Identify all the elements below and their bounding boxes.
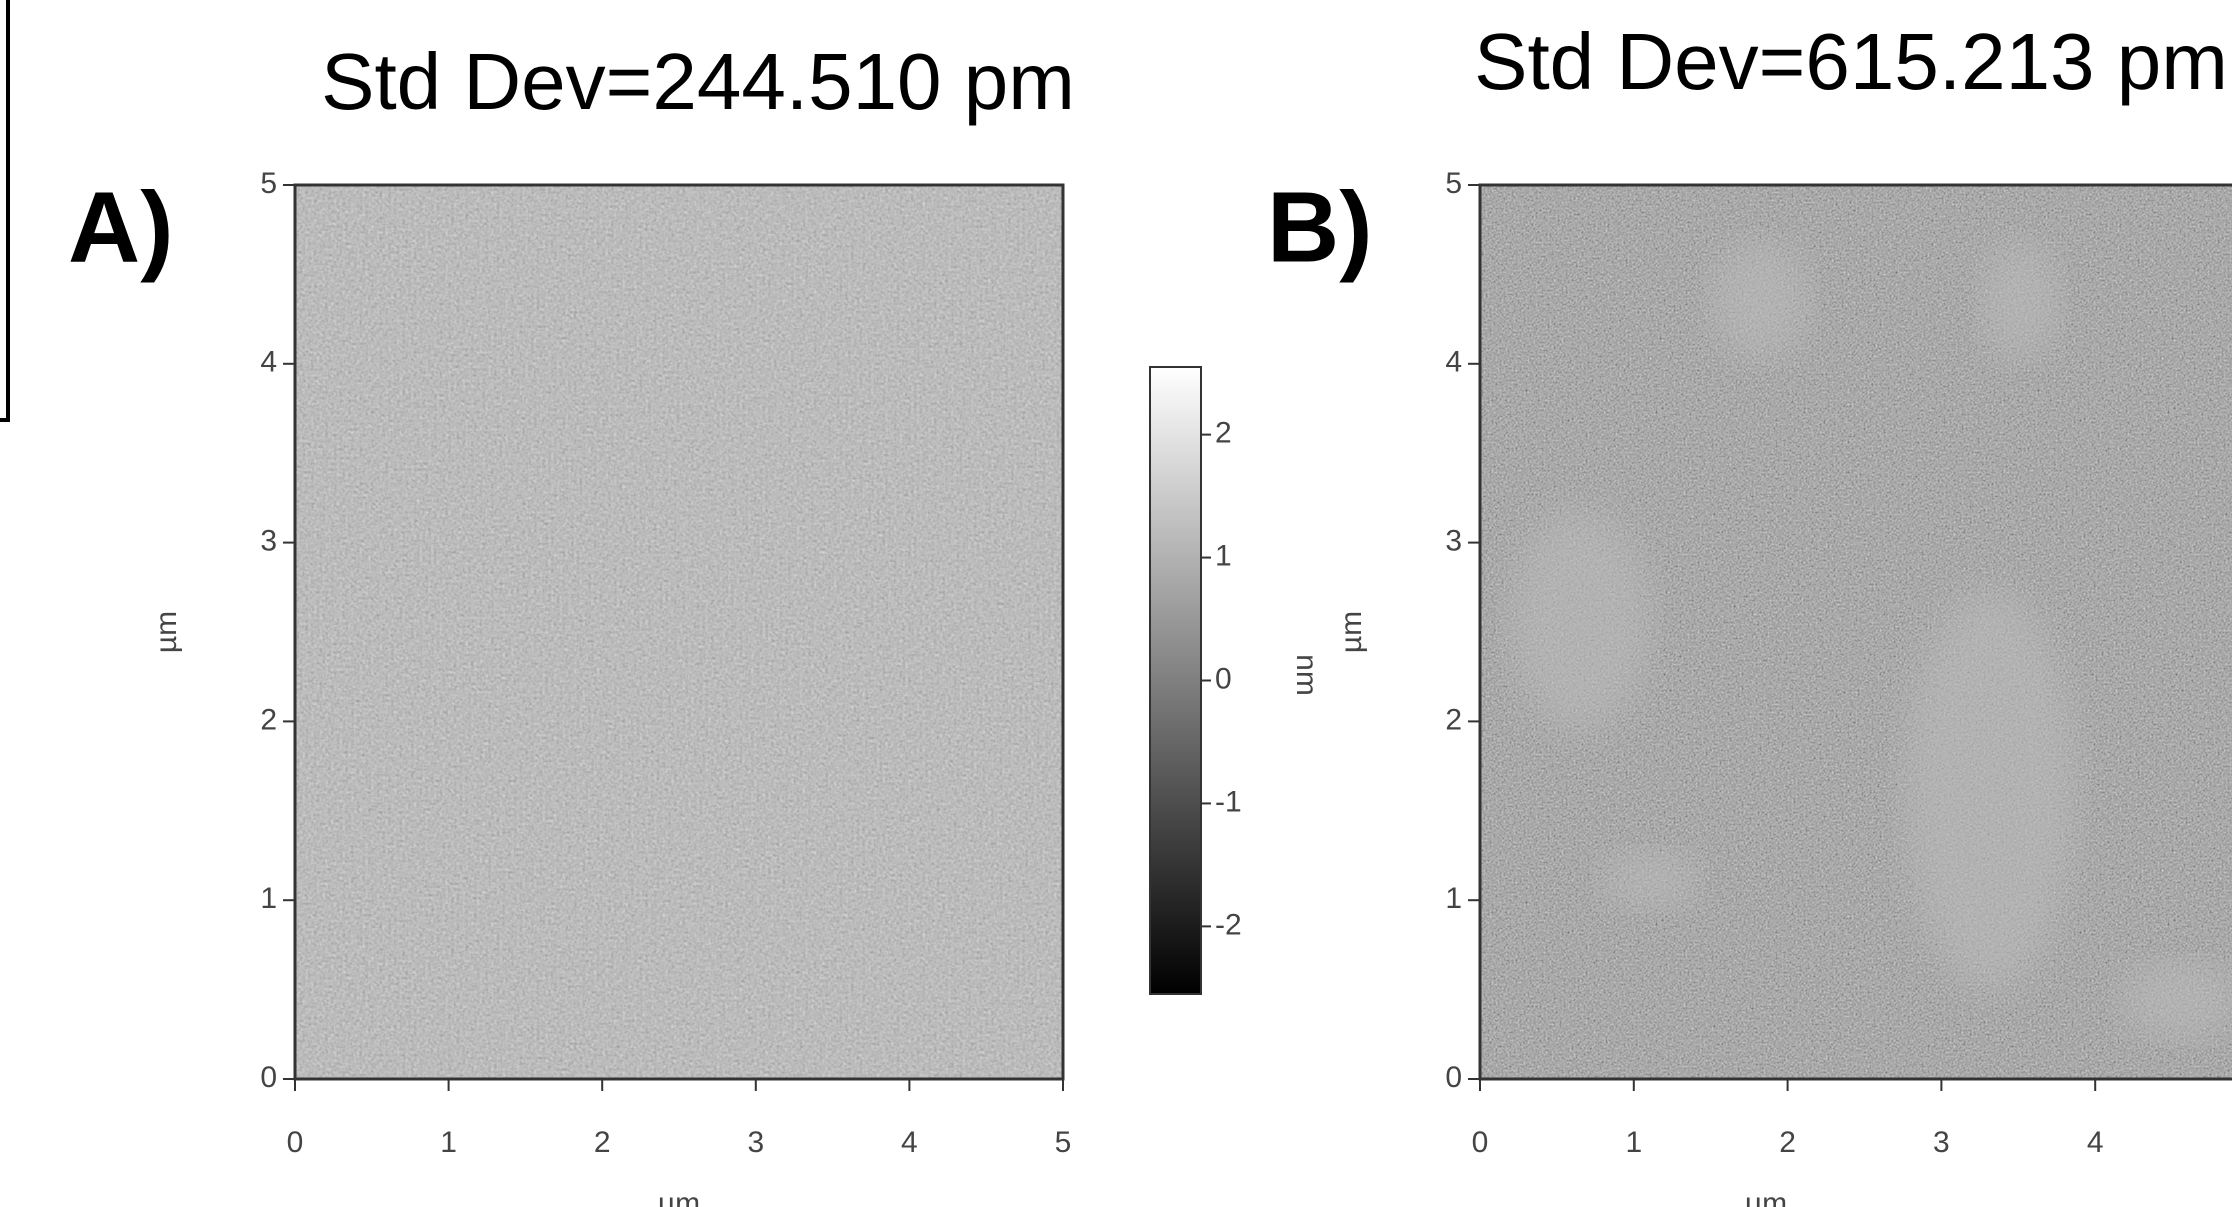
chart-title: Std Dev=244.510 pm <box>321 37 1075 126</box>
x-axis-label: µm <box>1745 1187 1787 1207</box>
y-tick-label: 5 <box>1445 167 1462 200</box>
x-tick-label: 5 <box>1055 1126 1072 1159</box>
bright-region <box>1905 590 2075 990</box>
x-tick-label: 3 <box>1933 1126 1950 1159</box>
colorbar-tick-label: -1 <box>1215 785 1242 818</box>
x-tick-label: 3 <box>747 1126 764 1159</box>
y-tick-label: 5 <box>260 167 277 200</box>
bright-region <box>1980 240 2060 360</box>
y-tick-label: 0 <box>260 1061 277 1094</box>
colorbar-tick-label: 0 <box>1215 662 1232 695</box>
x-tick-label: 4 <box>901 1126 918 1159</box>
x-tick-label: 0 <box>287 1126 304 1159</box>
y-axis-label: µm <box>150 611 183 653</box>
y-tick-label: 1 <box>1445 882 1462 915</box>
y-tick-label: 0 <box>1445 1061 1462 1094</box>
bright-region <box>1600 850 1700 910</box>
colorbar-tick-label: 1 <box>1215 539 1232 572</box>
x-tick-label: 0 <box>1472 1126 1489 1159</box>
colorbar <box>1149 366 1202 995</box>
y-tick-label: 2 <box>1445 703 1462 736</box>
bright-region <box>1510 510 1650 730</box>
panel-label: A) <box>68 171 174 283</box>
colorbar-tick-label: -2 <box>1215 908 1242 941</box>
chart-title: Std Dev=615.213 pm <box>1474 17 2228 106</box>
x-tick-label: 4 <box>2087 1126 2104 1159</box>
x-axis-label: µm <box>658 1187 700 1207</box>
x-tick-label: 2 <box>594 1126 611 1159</box>
x-tick-label: 2 <box>1779 1126 1796 1159</box>
y-tick-label: 4 <box>1445 346 1462 379</box>
y-tick-label: 2 <box>260 703 277 736</box>
colorbar-label: nm <box>1290 654 1323 696</box>
afm-image <box>295 185 1063 1079</box>
x-tick-label: 1 <box>440 1126 457 1159</box>
y-tick-label: 1 <box>260 882 277 915</box>
panel-label: B) <box>1267 171 1373 283</box>
y-tick-label: 3 <box>260 525 277 558</box>
bright-region <box>2120 960 2232 1040</box>
bright-region <box>1710 240 1810 360</box>
y-axis-label: µm <box>1335 611 1368 653</box>
y-tick-label: 3 <box>1445 525 1462 558</box>
y-tick-label: 4 <box>260 346 277 379</box>
plot-frame <box>1478 183 2232 1081</box>
plot-frame <box>293 183 1065 1081</box>
colorbar-tick-label: 2 <box>1215 417 1232 450</box>
x-tick-label: 1 <box>1625 1126 1642 1159</box>
